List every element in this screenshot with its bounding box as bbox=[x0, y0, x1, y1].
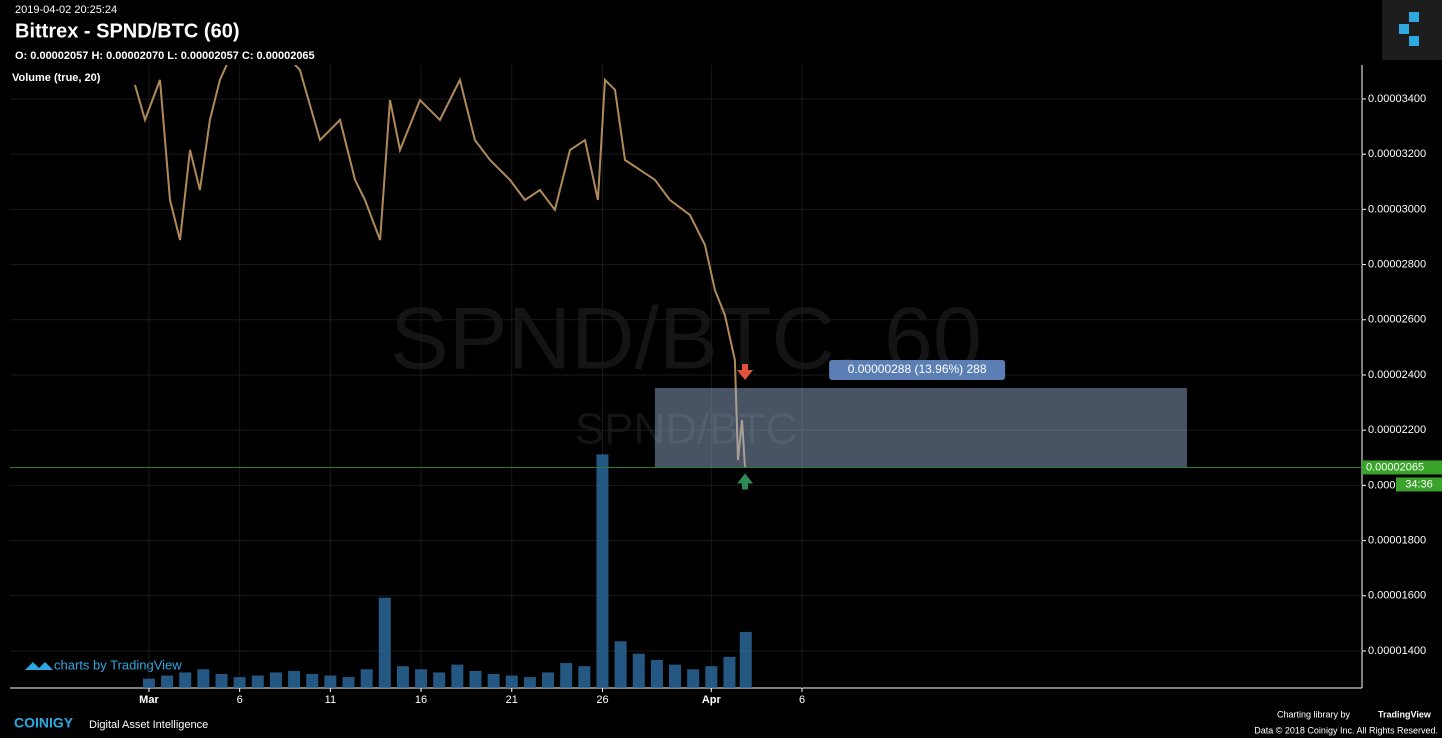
x-tick-label: 11 bbox=[325, 694, 336, 706]
price-line bbox=[134, 65, 746, 468]
volume-bar bbox=[415, 669, 428, 688]
timestamp: 2019-04-02 20:25:24 bbox=[15, 4, 117, 16]
volume-bar bbox=[487, 673, 500, 688]
volume-bar bbox=[179, 672, 192, 688]
measure-label: 0.00000288 (13.96%) 288 bbox=[848, 362, 987, 376]
y-tick-label: 0.00003200 bbox=[1368, 148, 1426, 160]
x-tick-label: 16 bbox=[415, 694, 427, 706]
x-tick-label: 21 bbox=[506, 694, 518, 706]
volume-bar bbox=[269, 672, 282, 688]
branding: charts by TradingView bbox=[25, 657, 182, 672]
volume-bar bbox=[378, 597, 391, 688]
volume-bar bbox=[632, 653, 645, 688]
volume-bar bbox=[142, 678, 155, 688]
measure-label-bg bbox=[829, 359, 1006, 380]
x-tick-label: Apr bbox=[702, 694, 722, 706]
volume-bar bbox=[360, 669, 373, 688]
volume-bar bbox=[687, 669, 700, 688]
volume-bar bbox=[723, 656, 736, 688]
last-price-label: 0.00002065 bbox=[1366, 461, 1424, 473]
y-tick-label: 0.00002600 bbox=[1368, 314, 1426, 326]
volume-bar bbox=[233, 677, 246, 688]
volume-bar bbox=[251, 675, 264, 688]
y-tick-label: 0.00002800 bbox=[1368, 258, 1426, 270]
volume-bar bbox=[542, 672, 555, 688]
logo bbox=[1382, 0, 1442, 60]
volume-bar bbox=[451, 664, 464, 688]
y-tick-label: 0.00001400 bbox=[1368, 645, 1426, 657]
volume-bar bbox=[161, 675, 174, 688]
y-tick-label: 0.00003400 bbox=[1368, 93, 1426, 105]
y-tick-label: 0.00002400 bbox=[1368, 369, 1426, 381]
volume-bar bbox=[523, 677, 536, 688]
footer-copyright: Data © 2018 Coinigy Inc. All Rights Rese… bbox=[1254, 725, 1438, 735]
volume-bar bbox=[505, 675, 518, 688]
chart-title: Bittrex - SPND/BTC (60) bbox=[15, 20, 239, 42]
footer-library-name: TradingView bbox=[1378, 709, 1432, 719]
measure-box bbox=[654, 387, 1187, 468]
measure-arrow-down bbox=[737, 363, 754, 380]
y-tick-label: 0.00002200 bbox=[1368, 424, 1426, 436]
volume-bar bbox=[739, 631, 752, 688]
volume-bar bbox=[396, 666, 409, 688]
measure-arrow-up bbox=[737, 473, 754, 490]
volume-bar bbox=[669, 664, 682, 688]
volume-bar bbox=[560, 663, 573, 688]
x-tick-label: 6 bbox=[237, 694, 243, 706]
last-price-bg bbox=[1362, 460, 1442, 475]
footer-library: Charting library by bbox=[1277, 709, 1351, 719]
watermark-sub: SPND/BTC bbox=[575, 405, 797, 454]
ohlc: O: 0.00002057 H: 0.00002070 L: 0.0000205… bbox=[15, 50, 315, 62]
volume-bar bbox=[469, 670, 482, 688]
volume-bar bbox=[596, 454, 609, 688]
y-tick-label: 0.00001800 bbox=[1368, 535, 1426, 547]
volume-bar bbox=[650, 659, 663, 688]
volume-bar bbox=[288, 670, 301, 688]
x-tick-label: 6 bbox=[799, 694, 805, 706]
volume-bar bbox=[578, 666, 591, 688]
footer-tagline: Digital Asset Intelligence bbox=[89, 719, 208, 731]
volume-legend: Volume (true, 20) bbox=[12, 72, 101, 84]
volume-bar bbox=[324, 675, 337, 688]
x-tick-label: Mar bbox=[139, 694, 159, 706]
volume-bar bbox=[306, 673, 319, 688]
plot-area bbox=[10, 65, 1362, 688]
volume-bar bbox=[705, 666, 718, 688]
volume-bar bbox=[614, 641, 627, 688]
volume-bar bbox=[342, 677, 355, 688]
footer-brand: COINIGY bbox=[14, 715, 74, 731]
volume-bar bbox=[215, 673, 228, 688]
x-tick-label: 26 bbox=[596, 694, 608, 706]
y-tick-label: 0.00003000 bbox=[1368, 203, 1426, 215]
volume-bar bbox=[197, 669, 210, 688]
volume-bar bbox=[433, 672, 446, 688]
countdown: 34:36 bbox=[1405, 478, 1433, 490]
countdown-bg bbox=[1396, 477, 1442, 492]
branding-text: charts by TradingView bbox=[54, 657, 182, 672]
y-tick-label: 0.00001600 bbox=[1368, 590, 1426, 602]
